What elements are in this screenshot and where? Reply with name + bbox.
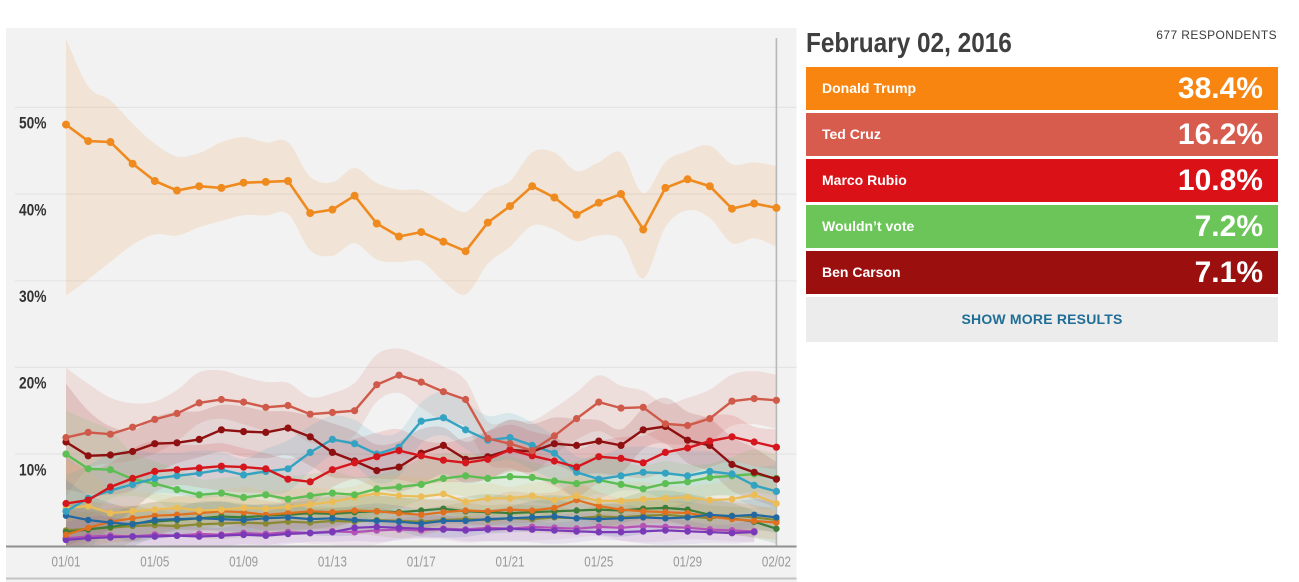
svg-text:02/02: 02/02 xyxy=(762,553,791,570)
svg-text:01/05: 01/05 xyxy=(140,553,169,570)
svg-text:01/13: 01/13 xyxy=(318,553,347,570)
svg-text:20%: 20% xyxy=(19,374,47,393)
svg-text:01/17: 01/17 xyxy=(407,553,436,570)
svg-text:40%: 40% xyxy=(19,200,47,219)
svg-text:01/01: 01/01 xyxy=(52,553,81,570)
svg-text:01/29: 01/29 xyxy=(673,553,702,570)
svg-text:01/09: 01/09 xyxy=(229,553,258,570)
svg-text:30%: 30% xyxy=(19,287,47,306)
svg-text:01/21: 01/21 xyxy=(496,553,525,570)
svg-text:01/25: 01/25 xyxy=(584,553,613,570)
svg-text:50%: 50% xyxy=(19,114,47,133)
svg-text:10%: 10% xyxy=(19,460,47,479)
